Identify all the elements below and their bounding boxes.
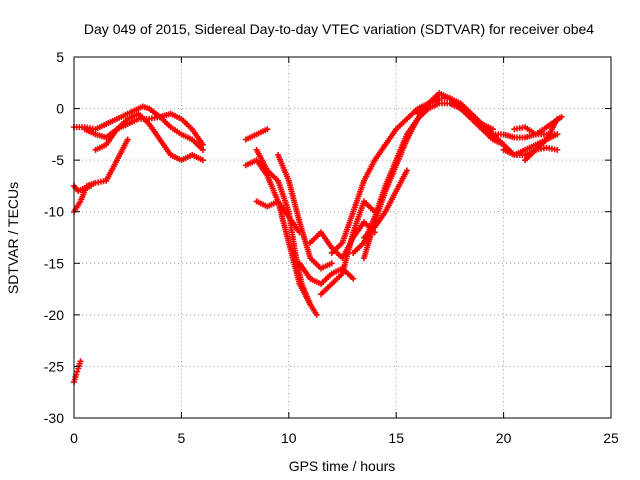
series-track-f — [71, 358, 84, 385]
x-axis-label: GPS time / hours — [289, 458, 396, 474]
data-point — [77, 358, 84, 365]
series-track-g — [242, 126, 271, 143]
x-tick-label: 0 — [70, 430, 78, 446]
x-tick-label: 25 — [603, 430, 619, 446]
data-point — [489, 126, 496, 133]
series-track-b — [81, 110, 206, 148]
series-track-c — [92, 110, 206, 164]
data-point — [313, 311, 320, 318]
series-track-l — [296, 260, 357, 287]
data-point — [296, 229, 303, 236]
data-point — [264, 126, 271, 133]
y-tick-label: -30 — [44, 410, 64, 426]
data-point — [124, 136, 131, 143]
y-tick-label: -20 — [44, 307, 64, 323]
plot-frame — [73, 56, 612, 419]
data-point — [558, 113, 565, 120]
data-point — [199, 146, 206, 153]
y-tick-label: 0 — [56, 101, 64, 117]
x-tick-label: 15 — [388, 430, 404, 446]
x-tick-label: 10 — [281, 430, 297, 446]
data-point — [350, 275, 357, 282]
chart-title: Day 049 of 2015, Sidereal Day-to-day VTE… — [84, 21, 594, 37]
series-track-p — [328, 97, 443, 256]
y-tick-label: -15 — [44, 255, 64, 271]
data-point — [403, 167, 410, 174]
data-point — [307, 301, 314, 308]
series-track-x — [511, 113, 565, 138]
y-tick-label: -5 — [52, 152, 65, 168]
y-tick-label: -10 — [44, 204, 64, 220]
data-point — [199, 157, 206, 164]
data-point — [88, 182, 95, 189]
data-point — [554, 131, 561, 138]
data-point — [554, 146, 561, 153]
y-axis-label: SDTVAR / TECUs — [5, 182, 21, 294]
series-track-k — [253, 198, 303, 236]
series-track-j — [275, 151, 335, 272]
series-track-a — [71, 103, 206, 153]
data-points — [71, 90, 565, 385]
data-point — [74, 368, 81, 375]
series-track-o — [318, 198, 378, 298]
y-tick-label: -25 — [44, 358, 64, 374]
series-track-i — [242, 157, 314, 308]
y-tick-label: 5 — [56, 49, 64, 65]
x-tick-label: 20 — [496, 430, 512, 446]
series-track-d — [71, 136, 131, 215]
x-tick-label: 5 — [178, 430, 186, 446]
axis-ticks: 0 5 10 15 20 25 -30 -25 -20 -15 -10 -5 0 5 — [44, 49, 619, 446]
series-track-n — [360, 167, 410, 241]
data-point — [328, 260, 335, 267]
data-point — [199, 141, 206, 148]
